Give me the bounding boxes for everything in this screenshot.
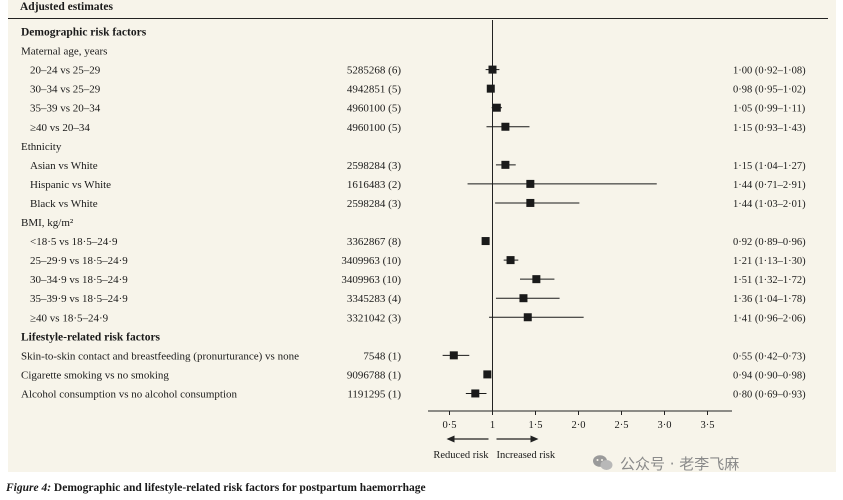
row-n-studies: 3345283 (4) — [347, 293, 401, 305]
row-ci-text: 1·36 (1·04–1·78) — [733, 294, 806, 305]
row-label: Black vs White — [30, 198, 98, 210]
row-ci-text: 1·41 (0·96–2·06) — [733, 313, 806, 324]
header-title: Adjusted estimates — [20, 1, 113, 13]
x-tick-label: 0·5 — [443, 420, 457, 431]
row-n-studies: 3321042 (3) — [347, 312, 401, 324]
row-ci-text: 1·00 (0·92–1·08) — [733, 66, 806, 77]
estimate-marker — [481, 237, 490, 246]
row-n-studies: 3409963 (10) — [341, 255, 401, 267]
estimate-marker — [501, 160, 510, 169]
watermark-text: 公众号 · 老李飞麻 — [596, 453, 739, 474]
estimate-marker — [449, 351, 458, 360]
group-heading: Ethnicity — [21, 141, 62, 153]
row-label: <18·5 vs 18·5–24·9 — [30, 236, 118, 248]
estimate-marker — [486, 84, 495, 93]
row-ci-text: 1·44 (1·03–2·01) — [733, 199, 806, 210]
caption-text: Demographic and lifestyle-related risk f… — [51, 482, 426, 494]
group-heading: BMI, kg/m² — [21, 217, 74, 229]
row-n-studies: 1616483 (2) — [347, 179, 401, 191]
row-ci-text: 1·51 (1·32–1·72) — [733, 275, 806, 286]
reduced-risk-label: Reduced risk — [433, 450, 489, 461]
row-ci-text: 1·15 (1·04–1·27) — [733, 161, 806, 172]
estimate-marker — [532, 275, 541, 284]
row-n-studies: 3409963 (10) — [341, 274, 401, 286]
watermark-label: 公众号 · 老李飞麻 — [620, 455, 740, 473]
row-n-studies: 1191295 (1) — [347, 388, 401, 400]
row-ci-text: 1·15 (0·93–1·43) — [733, 123, 806, 134]
figure-caption: Figure 4: Demographic and lifestyle-rela… — [6, 482, 426, 494]
figure-panel — [8, 0, 836, 472]
row-ci-text: 0·94 (0·90–0·98) — [733, 370, 806, 381]
row-label: Hispanic vs White — [30, 179, 111, 191]
estimate-marker — [526, 198, 535, 207]
section-heading: Lifestyle-related risk factors — [21, 331, 161, 343]
x-tick-label: 1·5 — [529, 420, 543, 431]
row-label: Cigarette smoking vs no smoking — [21, 369, 169, 381]
row-n-studies: 9096788 (1) — [347, 369, 401, 381]
reduced-risk-arrowhead — [446, 435, 455, 443]
row-ci-text: 1·44 (0·71–2·91) — [733, 180, 806, 191]
row-ci-text: 1·21 (1·13–1·30) — [733, 256, 806, 267]
estimate-marker — [492, 103, 501, 112]
x-tick-label: 1 — [490, 420, 495, 431]
row-n-studies: 4960100 (5) — [347, 103, 401, 115]
row-ci-text: 0·80 (0·69–0·93) — [733, 389, 806, 400]
row-n-studies: 7548 (1) — [363, 350, 401, 362]
forest-plot: Demographic risk factors Maternal age, ye… — [21, 20, 806, 461]
estimate-marker — [523, 313, 532, 322]
row-label: ≥40 vs 18·5–24·9 — [30, 312, 109, 324]
row-n-studies: 2598284 (3) — [347, 198, 401, 210]
estimate-marker — [483, 370, 492, 379]
estimate-marker — [506, 256, 515, 265]
row-label: 30–34 vs 25–29 — [30, 84, 101, 96]
figure-header: Adjusted estimates — [8, 0, 828, 19]
x-tick-label: 3·0 — [658, 420, 672, 431]
row-n-studies: 4960100 (5) — [347, 122, 401, 134]
row-label: 20–24 vs 25–29 — [30, 65, 101, 77]
row-n-studies: 4942851 (5) — [347, 84, 401, 96]
group-heading: Maternal age, years — [21, 46, 107, 58]
increased-risk-arrowhead — [530, 435, 539, 443]
row-label: 30–34·9 vs 18·5–24·9 — [30, 274, 128, 286]
row-ci-text: 1·05 (0·99–1·11) — [733, 104, 806, 115]
estimate-marker — [526, 179, 535, 188]
row-label: Skin-to-skin contact and breastfeeding (… — [21, 350, 299, 362]
row-ci-text: 0·92 (0·89–0·96) — [733, 237, 806, 248]
row-n-studies: 3362867 (8) — [347, 236, 401, 248]
row-label: ≥40 vs 20–34 — [30, 122, 90, 134]
row-label: 35–39 vs 20–34 — [30, 103, 101, 115]
x-tick-label: 3·5 — [701, 420, 715, 431]
estimate-marker — [488, 65, 497, 74]
row-ci-text: 0·55 (0·42–0·73) — [733, 351, 806, 362]
x-tick-label: 2·5 — [615, 420, 629, 431]
row-ci-text: 0·98 (0·95–1·02) — [733, 85, 806, 96]
estimate-marker — [519, 294, 528, 303]
caption-label: Figure 4: — [6, 482, 52, 494]
x-tick-label: 2·0 — [572, 420, 586, 431]
row-label: 25–29·9 vs 18·5–24·9 — [30, 255, 128, 267]
row-label: 35–39·9 vs 18·5–24·9 — [30, 293, 128, 305]
increased-risk-label: Increased risk — [497, 450, 556, 461]
row-n-studies: 5285268 (6) — [347, 65, 401, 77]
estimate-marker — [501, 122, 510, 131]
wechat-icon — [592, 454, 614, 472]
row-label: Asian vs White — [30, 160, 98, 172]
section-heading: Demographic risk factors — [21, 27, 147, 39]
row-n-studies: 2598284 (3) — [347, 160, 401, 172]
estimate-marker — [471, 389, 480, 398]
row-label: Alcohol consumption vs no alcohol consum… — [21, 388, 238, 400]
